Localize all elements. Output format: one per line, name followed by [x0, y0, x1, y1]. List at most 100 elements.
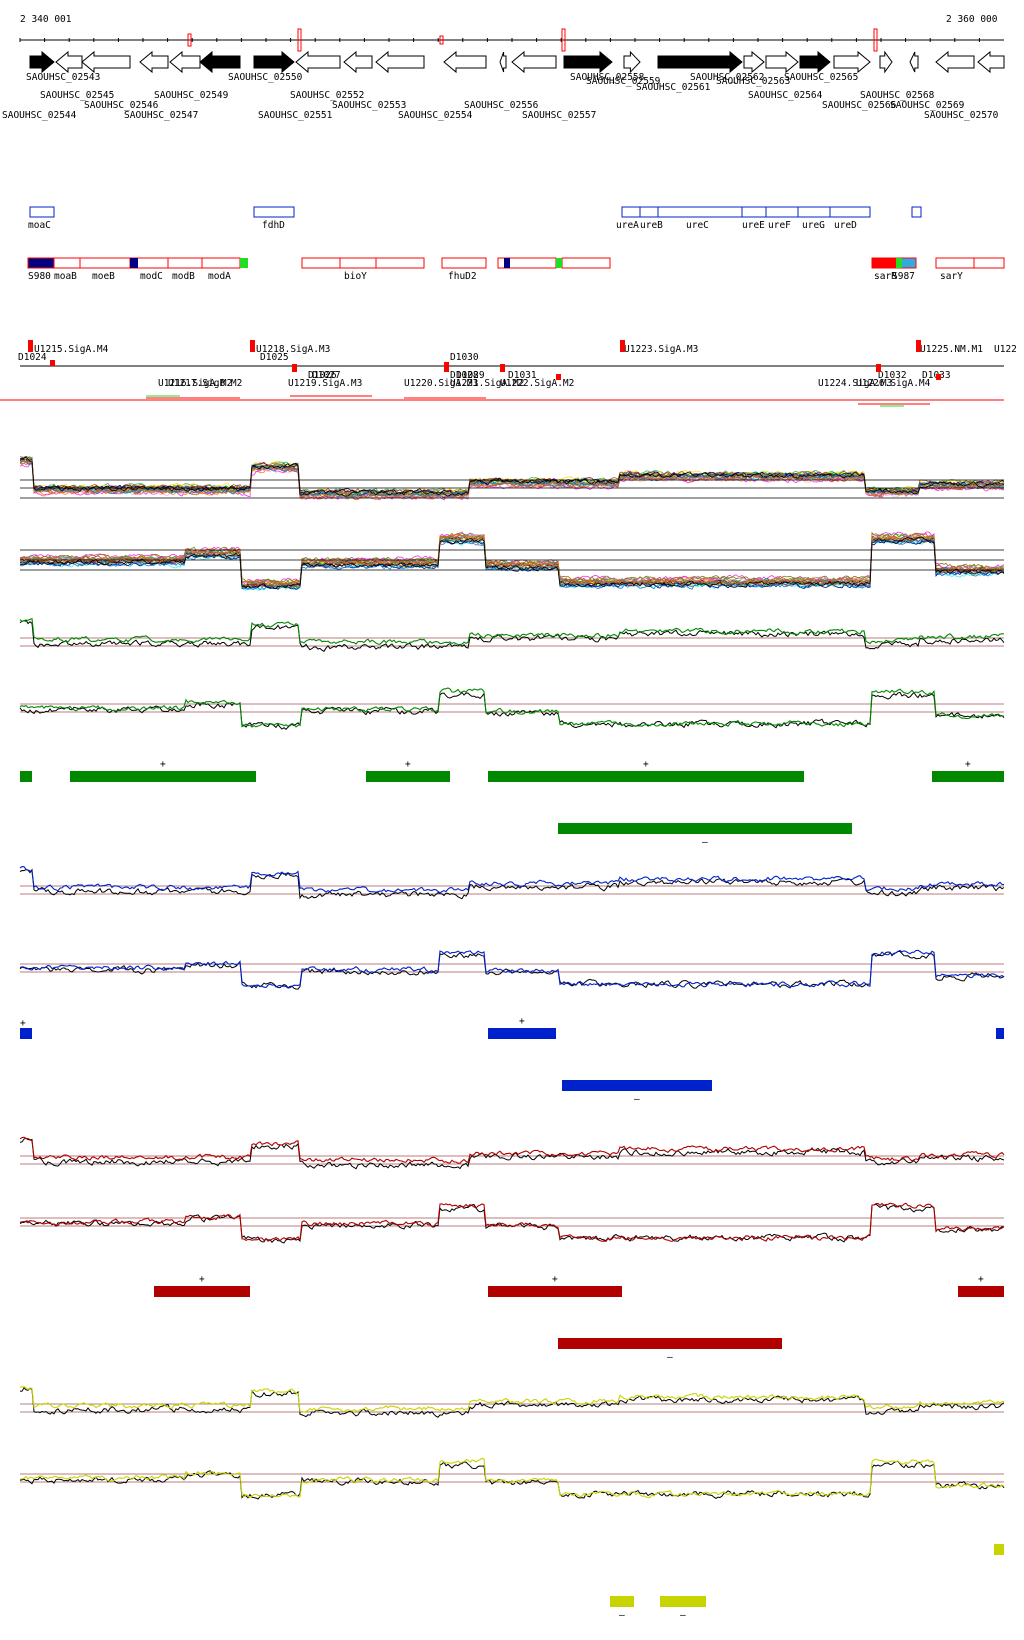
- rna-feature-mark: [556, 258, 562, 268]
- transcript-label-above: U122: [994, 344, 1017, 355]
- rna-feature-box: [935, 257, 975, 269]
- rna-feature-label: modB: [172, 271, 195, 282]
- profile-line-reference: [19, 1203, 1005, 1244]
- profile-line-condition: [19, 949, 1005, 989]
- plus-strand-segment: [488, 1286, 622, 1297]
- rna-feature-box: [53, 257, 81, 269]
- gene-SAOUHSC_02559: SAOUHSC_02559: [586, 50, 661, 87]
- blue-feature-box: [797, 206, 831, 218]
- gene-arrow: [375, 50, 425, 74]
- blue-feature-label: ureG: [802, 220, 825, 231]
- gene-SAOUHSC_02547: SAOUHSC_02547: [124, 50, 201, 121]
- gene-arrow: [29, 50, 55, 74]
- rna-feature-mark: [504, 258, 510, 268]
- multi-profile-line: [20, 456, 1004, 497]
- transcript-label-below: D1031: [508, 370, 537, 381]
- gene-SAOUHSC_02557: SAOUHSC_02557: [511, 50, 596, 121]
- rna-feature-label: moeB: [92, 271, 115, 282]
- gene-label: SAOUHSC_02570: [924, 110, 999, 121]
- transcript-label-below: U1226.SigA.M4: [856, 378, 931, 389]
- transcript-label-below: U1216.SigA.M2: [158, 378, 232, 389]
- minus-sign: –: [619, 1610, 625, 1621]
- rna-feature-S987: S987: [892, 257, 917, 282]
- gene-label: SAOUHSC_02549: [154, 90, 229, 101]
- profile-line-reference: [19, 619, 1005, 652]
- gene-label: SAOUHSC_02568: [860, 90, 935, 101]
- transcript-start-mark: [444, 362, 449, 372]
- gene-arrow: [657, 50, 743, 74]
- profile-line-condition: [19, 617, 1004, 646]
- gene-SAOUHSC_02552: SAOUHSC_02552: [290, 50, 373, 101]
- blue-feature-label: moaC: [28, 220, 51, 231]
- blue-feature-box: [765, 206, 799, 218]
- blue-feature-ureD: ureD: [829, 206, 871, 231]
- blue-feature-box: [621, 206, 641, 218]
- blue-feature-label: ureF: [768, 220, 791, 231]
- profile-line-condition: [19, 866, 1005, 894]
- gene-label: SAOUHSC_02563: [716, 76, 790, 87]
- gene-label: SAOUHSC_02564: [748, 90, 823, 101]
- transcript-start-mark: [936, 374, 941, 380]
- gene-arrow: [55, 50, 83, 74]
- blue-feature-label: fdhD: [262, 220, 285, 231]
- rna-feature-label: moaB: [54, 271, 77, 282]
- gene-arrow: [295, 50, 341, 74]
- gene-label: SAOUHSC_02558: [570, 72, 645, 83]
- ruler-start-label: 2 340 001: [20, 14, 72, 25]
- profile-line-condition: [19, 1136, 1005, 1164]
- rna-feature-label: modC: [140, 271, 163, 282]
- plus-strand-segment: [70, 771, 256, 782]
- blue-feature-ureE: ureE: [741, 206, 767, 231]
- blue-feature-fdhD: fdhD: [253, 206, 295, 231]
- transcript-label-above: D1024: [18, 352, 47, 363]
- plus-sign: +: [199, 1274, 205, 1285]
- rna-feature-moeB: moeB: [79, 257, 131, 282]
- blue-feature-label: ureD: [834, 220, 857, 231]
- multi-profile-line: [20, 536, 1004, 590]
- blue-feature-moaC: moaC: [28, 206, 55, 231]
- multi-profile-line: [20, 533, 1004, 586]
- transcript-label-below: U1219.SigA.M3: [288, 378, 362, 389]
- gene-label: SAOUHSC_02556: [464, 100, 539, 111]
- rna-feature-modA: modA: [201, 257, 241, 282]
- gene-SAOUHSC_02565: SAOUHSC_02565: [784, 50, 871, 83]
- gene-arrow: [833, 50, 871, 74]
- gene-SAOUHSC_02568: SAOUHSC_02568: [860, 51, 935, 101]
- gene-SAOUHSC_02546: SAOUHSC_02546: [84, 50, 169, 111]
- gene-label: SAOUHSC_02554: [398, 110, 473, 121]
- transcript-label-below: D1032: [878, 370, 907, 381]
- transcript-start-mark: [556, 374, 561, 380]
- gene-SAOUHSC_02570: SAOUHSC_02570: [924, 50, 1005, 121]
- gene-label: SAOUHSC_02550: [228, 72, 303, 83]
- minus-sign: –: [702, 837, 708, 848]
- minus-strand-segment: [562, 1080, 712, 1091]
- named-gene-track: moaC fdhD ureA ureB ureC ureE ureF ureG ureD: [28, 206, 922, 231]
- gene-arrow: [511, 50, 557, 74]
- plus-strand-segment: [20, 771, 32, 782]
- gene-arrow: [935, 50, 975, 74]
- minus-sign: –: [667, 1352, 673, 1363]
- gene-label: SAOUHSC_02569: [890, 100, 965, 111]
- profile-line-condition: [19, 1202, 1005, 1242]
- gene-arrow: [765, 50, 799, 74]
- gene-arrow: [499, 51, 507, 73]
- gene-label: SAOUHSC_02562: [690, 72, 764, 83]
- plus-sign: +: [978, 1274, 984, 1285]
- blue-feature-box: [657, 206, 743, 218]
- transcript-start-mark: [292, 364, 297, 372]
- rna-feature-box: [201, 257, 241, 269]
- gene-SAOUHSC_02561: SAOUHSC_02561: [636, 50, 743, 93]
- plus-strand-segment: [932, 771, 1004, 782]
- profile-line-reference: [19, 691, 1005, 730]
- gene-SAOUHSC_02549: SAOUHSC_02549: [154, 50, 241, 101]
- plus-strand-segment: [154, 1286, 250, 1297]
- minus-strand-segment: [660, 1596, 706, 1607]
- plus-strand-segment: [366, 771, 450, 782]
- rna-feature-mark: [240, 258, 248, 268]
- blue-feature-ureF: ureF: [765, 206, 799, 231]
- gene-SAOUHSC_02551: SAOUHSC_02551: [258, 50, 341, 121]
- gene-arrow: [977, 50, 1005, 74]
- blue-feature-box: [253, 206, 295, 218]
- transcript-label-below: D1027: [312, 370, 341, 381]
